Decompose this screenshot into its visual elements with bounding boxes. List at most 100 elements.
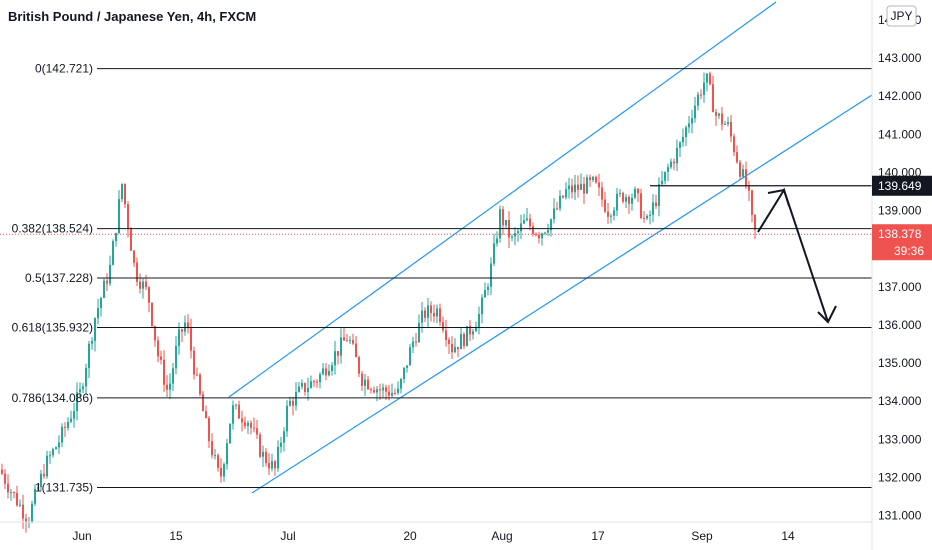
time-axis[interactable]: Jun 15 Jul 20 Aug 17 Sep 14 — [72, 529, 795, 543]
candle — [109, 255, 111, 286]
price-tick-label: 143.000 — [878, 51, 922, 65]
candle — [235, 403, 237, 410]
fib-label: 0.5(137.228) — [25, 271, 93, 285]
last-price-badge: 138.378 39:36 — [872, 224, 932, 261]
chart-title: British Pound / Japanese Yen, 4h, FXCM — [8, 9, 256, 24]
candle — [334, 340, 336, 375]
candle — [451, 336, 453, 359]
candle — [484, 282, 486, 298]
candle — [220, 458, 222, 483]
candle — [733, 133, 735, 157]
candle — [283, 427, 285, 452]
channel-upper-line[interactable] — [228, 1, 777, 398]
candle — [43, 463, 45, 479]
fib-label: 0.618(135.932) — [12, 320, 93, 334]
candle — [325, 363, 327, 381]
candle — [322, 363, 324, 376]
candle — [289, 396, 291, 407]
fib-level[interactable]: 0.382(138.524) — [12, 222, 872, 236]
candle — [544, 231, 546, 236]
candle — [595, 175, 597, 184]
candle — [463, 332, 465, 350]
candle — [454, 338, 456, 354]
candle — [328, 364, 330, 377]
currency-badge[interactable]: JPY — [886, 5, 917, 27]
candle — [382, 383, 384, 399]
candle — [625, 194, 627, 209]
candle — [478, 306, 480, 335]
candle — [418, 314, 420, 343]
candle — [100, 296, 102, 317]
candle — [304, 382, 306, 396]
candle — [523, 213, 525, 224]
candle — [631, 193, 633, 211]
time-tick-label: Aug — [491, 529, 512, 543]
candle — [169, 373, 171, 400]
candle — [550, 218, 552, 237]
candle — [715, 108, 717, 126]
candle — [547, 223, 549, 237]
candle — [574, 174, 576, 200]
fib-level[interactable]: 0.5(137.228) — [25, 271, 872, 285]
candle — [583, 177, 585, 204]
candle — [106, 273, 108, 291]
arrowhead-up — [767, 188, 790, 207]
candle — [70, 410, 72, 424]
candle — [154, 325, 156, 347]
candle — [295, 381, 297, 411]
time-tick-label: Sep — [691, 529, 713, 543]
trend-channel[interactable] — [228, 1, 873, 494]
price-tick-label: 139.000 — [878, 204, 922, 218]
horizontal-level-line[interactable] — [0, 185, 872, 235]
price-tick-label: 132.000 — [878, 470, 922, 484]
candle — [538, 231, 540, 244]
candle — [649, 210, 651, 225]
fib-level[interactable]: 0(142.721) — [35, 62, 872, 76]
candle — [700, 89, 702, 100]
candle — [121, 183, 123, 203]
candle — [658, 177, 660, 217]
candle — [10, 489, 12, 501]
candle — [448, 337, 450, 355]
candle — [163, 350, 165, 392]
candle — [58, 435, 60, 455]
candle — [709, 71, 711, 86]
fibonacci-levels[interactable]: 0(142.721) 0.382(138.524) 0.5(137.228) 0.61… — [12, 62, 872, 495]
candle — [676, 139, 678, 172]
candle — [532, 222, 534, 237]
candle — [286, 400, 288, 437]
candle — [79, 382, 81, 399]
candle — [175, 336, 177, 375]
level-price-label: 139.649 — [878, 179, 922, 193]
candle — [337, 351, 339, 365]
candle — [127, 201, 129, 238]
channel-lower-line[interactable] — [251, 94, 873, 494]
arrowhead-down — [817, 305, 837, 324]
fib-level[interactable]: 0.618(135.932) — [12, 320, 872, 334]
candle — [562, 195, 564, 199]
candle — [457, 346, 459, 358]
candle — [400, 377, 402, 394]
candle — [250, 420, 252, 435]
candle — [37, 483, 39, 491]
candle — [148, 286, 150, 313]
candle — [514, 227, 516, 246]
candle — [592, 175, 594, 183]
candle — [73, 402, 75, 428]
candle — [190, 318, 192, 359]
candle — [274, 459, 276, 476]
fib-level[interactable]: 0.786(134.086) — [12, 391, 872, 405]
candle — [619, 189, 621, 197]
candle — [352, 333, 354, 346]
candle — [517, 227, 519, 242]
projection-arrows[interactable] — [757, 187, 837, 324]
fib-level[interactable]: 1(131.735) — [35, 480, 872, 494]
price-tick-label: 135.000 — [878, 356, 922, 370]
candle — [298, 382, 300, 393]
price-tick-label: 142.000 — [878, 89, 922, 103]
candle — [559, 190, 561, 212]
candle — [202, 390, 204, 412]
time-tick-label: 14 — [781, 529, 795, 543]
candle — [160, 350, 162, 365]
